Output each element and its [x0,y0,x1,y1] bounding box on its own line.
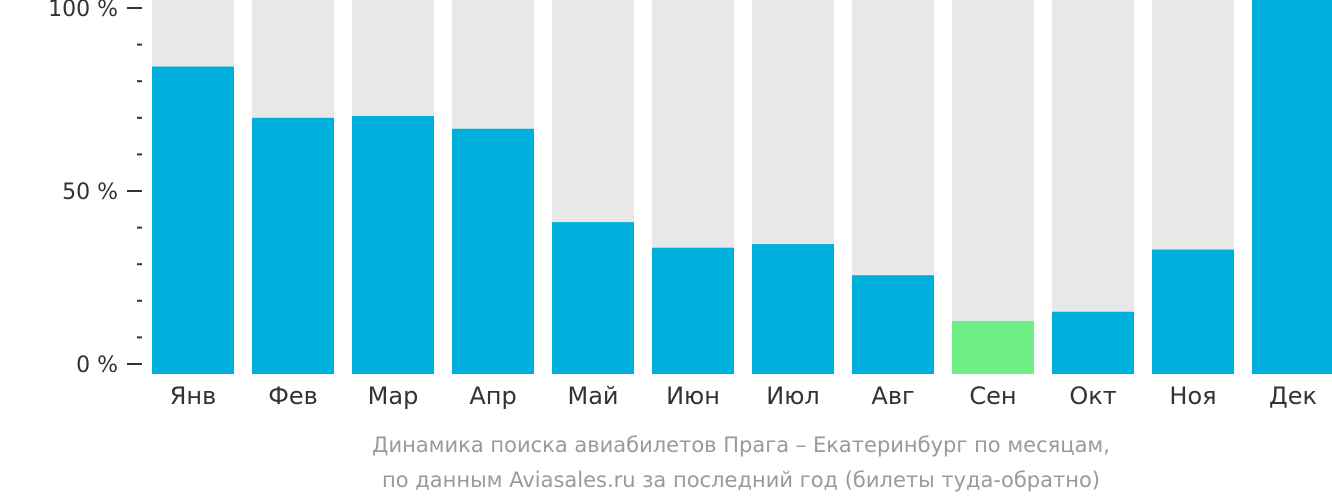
bar-Ноя [1152,249,1234,374]
bar-Июл [752,244,834,374]
bar-Май [552,222,634,374]
x-category-label: Фев [268,382,318,410]
bar-Июн [652,247,734,374]
bars [152,0,1332,375]
x-category-label: Мар [368,382,419,410]
x-category-label: Авг [871,382,914,410]
y-tick-label: 50 % [62,180,118,205]
bar-Авг [852,275,934,374]
x-category-label: Май [567,382,618,410]
x-category-label: Апр [469,382,516,410]
x-category-label: Июл [766,382,820,410]
y-tick-label: 0 % [76,353,118,378]
bar-Мар [352,115,434,374]
bar-Фев [252,117,334,375]
bar-Апр [452,128,534,374]
x-category-label: Ноя [1169,382,1216,410]
bar-Окт [1052,311,1134,374]
x-category-label: Окт [1069,382,1116,410]
y-tick-label: 100 % [48,0,118,22]
bar-background [1052,0,1134,374]
x-axis-labels: Янв Фев Мар Апр Май Июн Июл Авг Сен Окт Ноя Дек [170,382,1317,410]
chart-caption-line-2: по данным Aviasales.ru за последний год … [382,468,1100,492]
x-category-label: Сен [969,382,1016,410]
bar-Янв [152,66,234,374]
x-category-label: Июн [666,382,720,410]
bar-Дек [1252,0,1332,374]
bar-Сен [952,320,1034,374]
x-category-label: Дек [1269,382,1317,410]
bar-background [952,0,1034,374]
y-axis: 100 % 50 % 0 % [48,0,142,378]
bar-chart: 100 % 50 % 0 % Янв Фев Мар Апр Май Июн Июл Авг Сен… [48,0,1332,410]
chart-caption-line-1: Динамика поиска авиабилетов Прага – Екат… [372,433,1110,457]
x-category-label: Янв [170,382,217,410]
